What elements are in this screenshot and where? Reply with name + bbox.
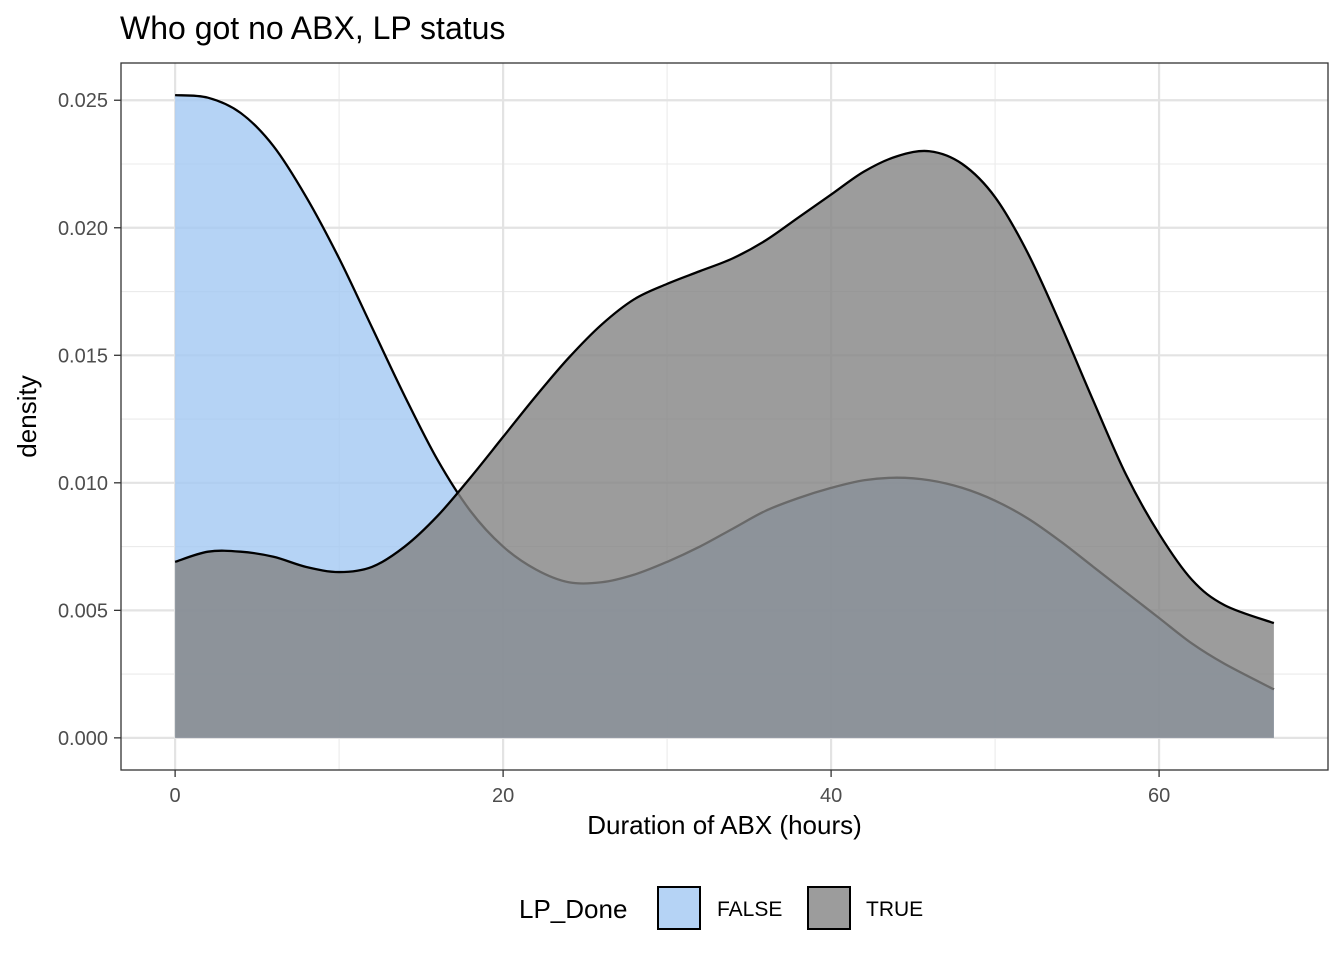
density-area-true bbox=[175, 150, 1274, 738]
legend-title: LP_Done bbox=[519, 894, 627, 924]
y-tick-label-4: 0.020 bbox=[58, 218, 108, 240]
density-line-true bbox=[174, 149, 1275, 625]
legend-key-true bbox=[807, 886, 851, 930]
density-areas bbox=[174, 93, 1275, 738]
y-tick-label-3: 0.015 bbox=[58, 345, 108, 367]
x-tick-label-3: 60 bbox=[1148, 785, 1170, 807]
y-tick-label-2: 0.010 bbox=[58, 473, 108, 495]
x-axis: 0 20 40 60 bbox=[170, 770, 1170, 807]
y-axis: 0.000 0.005 0.010 0.015 0.020 0.025 bbox=[58, 90, 121, 750]
chart-title: Who got no ABX, LP status bbox=[120, 10, 505, 46]
x-tick-label-1: 20 bbox=[492, 785, 514, 807]
legend-label-false: FALSE bbox=[717, 898, 782, 921]
y-axis-title: density bbox=[12, 375, 42, 457]
legend-label-true: TRUE bbox=[866, 898, 923, 921]
y-tick-label-0: 0.000 bbox=[58, 728, 108, 750]
plot-panel-border bbox=[120, 62, 1329, 771]
legend-key-false bbox=[657, 886, 701, 930]
y-tick-label-5: 0.025 bbox=[58, 90, 108, 112]
legend: LP_Done FALSE TRUE bbox=[519, 886, 923, 930]
x-axis-title: Duration of ABX (hours) bbox=[587, 810, 862, 840]
x-tick-label-0: 0 bbox=[170, 785, 181, 807]
y-tick-label-1: 0.005 bbox=[58, 600, 108, 622]
x-tick-label-2: 40 bbox=[820, 785, 842, 807]
